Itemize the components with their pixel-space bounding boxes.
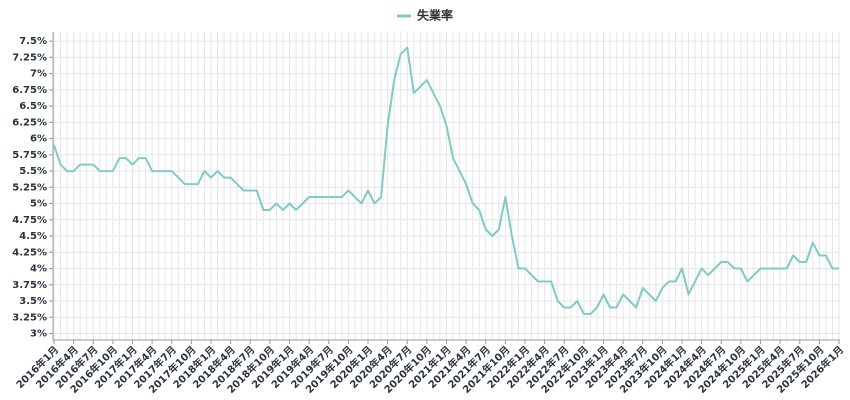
y-tick-label: 5% <box>30 199 47 210</box>
y-tick-label: 3.75% <box>12 280 47 291</box>
y-tick-label: 4.75% <box>12 215 47 226</box>
y-tick-label: 6% <box>30 134 47 145</box>
legend-label: 失業率 <box>417 8 453 23</box>
y-tick-label: 5.75% <box>12 150 47 161</box>
y-tick-label: 6.75% <box>12 85 47 96</box>
line-series <box>53 46 839 315</box>
y-tick-label: 3.5% <box>19 296 47 307</box>
y-tick-label: 6.25% <box>12 117 47 128</box>
y-tick-label: 4.25% <box>12 247 47 258</box>
y-tick-label: 7.25% <box>12 52 47 63</box>
y-tick-label: 5.5% <box>19 166 47 177</box>
y-tick-label: 4% <box>30 264 47 275</box>
y-tick-label: 7.5% <box>19 36 47 47</box>
y-tick-label: 3% <box>30 329 47 340</box>
y-tick-label: 5.25% <box>12 182 47 193</box>
y-tick-label: 3.25% <box>12 312 47 323</box>
y-tick-label: 6.5% <box>19 101 47 112</box>
y-tick-label: 4.5% <box>19 231 47 242</box>
y-tick-label: 7% <box>30 69 47 80</box>
legend: 失業率 <box>397 8 453 23</box>
